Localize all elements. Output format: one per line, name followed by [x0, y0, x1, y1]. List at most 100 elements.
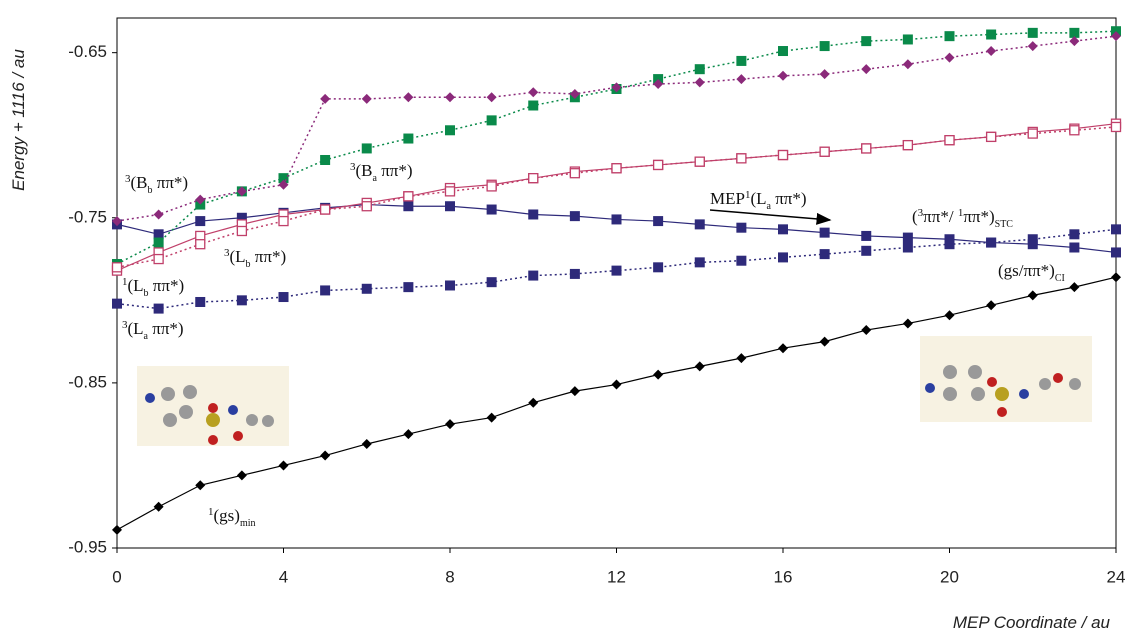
- annotation: MEP1(La ππ*): [710, 189, 807, 212]
- marker: [112, 525, 122, 535]
- annotation: 3(Ba ππ*): [350, 161, 413, 184]
- marker: [154, 209, 164, 219]
- marker: [362, 143, 372, 153]
- annotation-part: ππ*): [148, 319, 184, 338]
- marker: [445, 280, 455, 290]
- annotation-part: (L: [128, 319, 144, 338]
- marker: [778, 343, 788, 353]
- marker: [1028, 234, 1038, 244]
- marker: [903, 59, 913, 69]
- marker: [1028, 129, 1037, 138]
- annotation-part: MEP: [710, 189, 745, 208]
- marker: [1028, 28, 1038, 38]
- y-tick-label: -0.95: [68, 537, 107, 556]
- y-axis-title: Energy + 1116 / au: [9, 49, 28, 191]
- marker: [487, 413, 497, 423]
- x-tick-label: 24: [1107, 567, 1126, 586]
- marker: [986, 238, 996, 248]
- marker: [695, 64, 705, 74]
- y-tick-label: -0.85: [68, 372, 107, 391]
- x-tick-label: 8: [445, 567, 454, 586]
- marker: [237, 470, 247, 480]
- annotation-part: (L: [750, 189, 766, 208]
- marker: [986, 30, 996, 40]
- marker: [404, 192, 413, 201]
- marker: [446, 187, 455, 196]
- marker: [112, 299, 122, 309]
- y-tick-label: -0.65: [68, 42, 107, 61]
- marker: [570, 386, 580, 396]
- plot-frame: [117, 18, 1116, 548]
- marker: [403, 92, 413, 102]
- marker: [445, 419, 455, 429]
- marker: [279, 217, 288, 226]
- annotation-part: (B: [356, 161, 373, 180]
- annotation-part: ππ*): [149, 276, 185, 295]
- marker: [487, 115, 497, 125]
- marker: [154, 238, 164, 248]
- annotation-part: ππ*/: [923, 207, 958, 226]
- marker: [320, 94, 330, 104]
- marker: [195, 216, 205, 226]
- marker: [154, 502, 164, 512]
- annotation-part: STC: [995, 219, 1014, 230]
- marker: [779, 151, 788, 160]
- marker: [861, 64, 871, 74]
- marker: [154, 304, 164, 314]
- annotation-part: ππ*): [377, 161, 413, 180]
- marker: [529, 174, 538, 183]
- marker: [528, 101, 538, 111]
- marker: [903, 233, 913, 243]
- marker: [820, 337, 830, 347]
- marker: [778, 71, 788, 81]
- marker: [695, 219, 705, 229]
- series-line: [117, 31, 1116, 264]
- marker: [1111, 272, 1121, 282]
- marker: [778, 46, 788, 56]
- marker: [362, 284, 372, 294]
- annotation-part: (gs): [214, 506, 240, 525]
- marker: [820, 228, 830, 238]
- marker: [362, 202, 371, 211]
- annotation: (gs/ππ*)CI: [998, 261, 1065, 284]
- annotation: 1(gs)min: [208, 506, 256, 529]
- annotation-part: ππ*): [153, 173, 189, 192]
- annotation-part: CI: [1055, 273, 1065, 284]
- marker: [1069, 229, 1079, 239]
- marker: [695, 257, 705, 267]
- marker: [487, 182, 496, 191]
- marker: [736, 56, 746, 66]
- marker: [945, 53, 955, 63]
- marker: [320, 285, 330, 295]
- annotation: 3(Bb ππ*): [125, 173, 188, 196]
- marker: [279, 460, 289, 470]
- marker: [653, 370, 663, 380]
- x-tick-label: 16: [774, 567, 793, 586]
- marker: [570, 269, 580, 279]
- marker: [403, 429, 413, 439]
- marker: [320, 155, 330, 165]
- marker: [736, 353, 746, 363]
- marker: [945, 310, 955, 320]
- marker: [945, 31, 955, 41]
- marker: [528, 398, 538, 408]
- marker: [778, 252, 788, 262]
- marker: [237, 295, 247, 305]
- marker: [861, 325, 871, 335]
- annotation-part: (L: [128, 276, 144, 295]
- marker: [945, 136, 954, 145]
- marker: [653, 216, 663, 226]
- marker: [403, 201, 413, 211]
- marker: [612, 266, 622, 276]
- marker: [945, 239, 955, 249]
- x-axis-title: MEP Coordinate / au: [953, 613, 1111, 632]
- marker: [736, 256, 746, 266]
- marker: [570, 169, 579, 178]
- annotation-part: ππ*): [963, 207, 994, 226]
- marker: [1070, 126, 1079, 135]
- marker: [1111, 247, 1121, 257]
- marker: [154, 255, 163, 264]
- annotation-part: min: [240, 518, 256, 529]
- annotation: 3(Lb ππ*): [224, 247, 286, 270]
- marker: [279, 292, 289, 302]
